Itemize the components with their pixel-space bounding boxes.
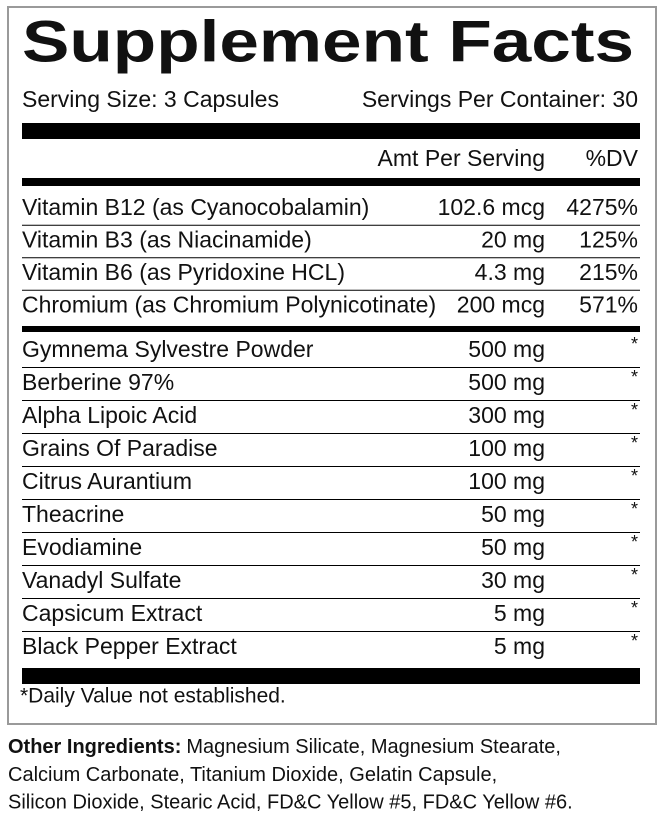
row-name: Gymnema Sylvestre Powder [22,336,314,362]
row-amount: 50 mg [481,501,545,527]
footnote: *Daily Value not established. [20,685,286,708]
title: Supplement Facts [22,9,634,74]
rule [22,326,640,332]
row-name: Vanadyl Sulfate [22,567,181,593]
row-amount: 500 mg [468,336,545,362]
row-amount: 30 mg [481,567,545,593]
row-dv: * [631,433,638,453]
row-name: Capsicum Extract [22,600,203,626]
thick-rule [22,123,640,139]
row-name: Citrus Aurantium [22,468,192,494]
row-name: Berberine 97% [22,369,174,395]
row-name: Vitamin B12 (as Cyanocobalamin) [22,194,369,220]
other-ingredients-text: Magnesium Silicate, Magnesium Stearate, [186,736,561,758]
other-ingredients-label: Other Ingredients: [8,736,181,758]
row-amount: 5 mg [494,600,545,626]
row-amount: 50 mg [481,534,545,560]
row-dv: * [631,565,638,585]
row-dv: 125% [579,227,638,253]
row-dv: 4275% [566,194,638,220]
other-ingredients-line: Silicon Dioxide, Stearic Acid, FD&C Yell… [8,791,573,813]
row-amount: 5 mg [494,633,545,659]
serving-size: Serving Size: 3 Capsules [22,86,279,112]
row-amount: 200 mcg [457,292,545,318]
row-dv: 571% [579,292,638,318]
label-border [7,6,657,725]
row-dv: * [631,367,638,387]
row-name: Grains Of Paradise [22,435,218,461]
row-dv: * [631,499,638,519]
other-ingredients: Other Ingredients: Magnesium Silicate, Ma… [8,736,573,813]
row-name: Vitamin B3 (as Niacinamide) [22,227,312,253]
row-amount: 100 mg [468,435,545,461]
thick-rule [22,668,640,684]
row-amount: 500 mg [468,369,545,395]
amount-header: Amt Per Serving [378,145,545,171]
row-dv: * [631,598,638,618]
row-name: Theacrine [22,501,124,527]
row-name: Vitamin B6 (as Pyridoxine HCL) [22,259,345,285]
row-name: Alpha Lipoic Acid [22,402,197,428]
row-amount: 102.6 mcg [438,194,545,220]
other-ingredients-line: Calcium Carbonate, Titanium Dioxide, Gel… [8,764,497,786]
row-amount: 300 mg [468,402,545,428]
row-dv: * [631,400,638,420]
row-dv: * [631,334,638,354]
servings-per-container: Servings Per Container: 30 [362,86,638,112]
other-ingredients-line: Other Ingredients: Magnesium Silicate, Ma… [8,736,561,758]
row-name: Chromium (as Chromium Polynicotinate) [22,292,436,318]
row-dv: * [631,631,638,651]
rule [22,178,640,186]
row-name: Evodiamine [22,534,142,560]
row-dv: * [631,532,638,552]
row-amount: 20 mg [481,227,545,253]
dv-header: %DV [586,145,639,171]
rows: Vitamin B12 (as Cyanocobalamin) 102.6 mcg… [22,194,640,659]
row-dv: * [631,466,638,486]
row-amount: 4.3 mg [475,259,545,285]
row-dv: 215% [579,259,638,285]
row-name: Black Pepper Extract [22,633,237,659]
row-amount: 100 mg [468,468,545,494]
